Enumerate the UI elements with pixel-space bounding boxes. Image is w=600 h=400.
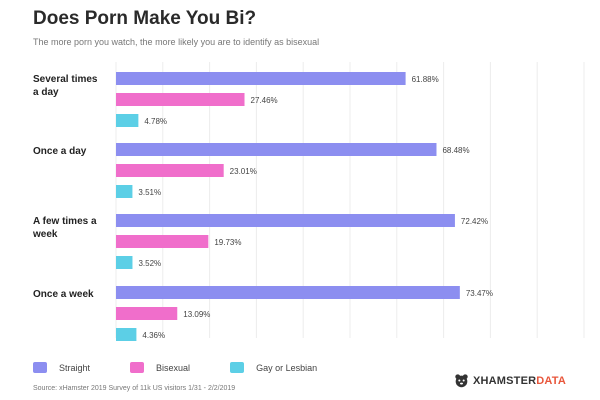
hamster-icon [455,374,468,388]
bar-bisexual [116,235,209,248]
bar-bisexual [116,307,178,320]
bar-straight [116,72,406,85]
bar-bisexual [116,93,245,106]
data-label: 68.48% [442,146,469,155]
brand-name: XHAMSTER [472,374,537,387]
data-label: 3.51% [138,188,161,197]
bar-gay-or-lesbian [116,328,137,341]
category-label-line: Once a week [33,289,94,300]
legend-swatch-gay-or-lesbian [230,362,245,373]
chart-subtitle: The more porn you watch, the more likely… [33,37,320,47]
category-label-line: a day [33,87,59,98]
bar-gay-or-lesbian [116,185,133,198]
legend-swatch-straight [33,362,47,373]
legend-item-straight: Straight [33,362,90,373]
bar-straight [116,286,460,299]
data-label: 73.47% [466,289,493,298]
brand-wordmark: XHAMSTERDATA [473,375,566,387]
data-label: 3.52% [138,259,161,268]
legend: Straight Bisexual Gay or Lesbian [33,362,357,373]
data-label: 61.88% [412,75,439,84]
data-label: 27.46% [251,96,278,105]
data-label: 23.01% [230,167,257,176]
brand-suffix: DATA [536,374,566,387]
bar-bisexual [116,164,224,177]
legend-swatch-bisexual [130,362,145,373]
bar-gay-or-lesbian [116,114,139,127]
data-label: 13.09% [183,310,210,319]
category-label: Several times a day [33,74,98,98]
category-label: A few times a week [32,216,97,240]
bar-gay-or-lesbian [116,256,133,269]
bar-chart: Several times a day 61.88% 27.46% 4.78% Once … [32,62,585,341]
legend-label-gay-or-lesbian: Gay or Lesbian [256,362,318,373]
data-label: 72.42% [461,217,488,226]
bar-straight [116,214,455,227]
legend-label-bisexual: Bisexual [156,362,191,373]
data-label: 4.36% [142,331,165,340]
category-label-line: Several times [33,74,98,85]
legend-label-straight: Straight [59,362,91,373]
source-note: Source: xHamster 2019 Survey of 11k US v… [33,385,236,392]
legend-item-bisexual: Bisexual [130,362,190,373]
category-label-line: A few times a [33,216,97,227]
category-label: Once a day [33,146,87,157]
bar-straight [116,143,437,156]
brand-logo: XHAMSTERDATA [454,373,566,388]
data-label: 4.78% [144,117,167,126]
category-label-line: Once a day [33,146,87,157]
data-label: 19.73% [214,238,241,247]
chart-title: Does Porn Make You Bi? [33,8,257,29]
category-label: Once a week [33,289,94,300]
category-label-line: week [32,229,58,240]
legend-item-gay-or-lesbian: Gay or Lesbian [230,362,317,373]
